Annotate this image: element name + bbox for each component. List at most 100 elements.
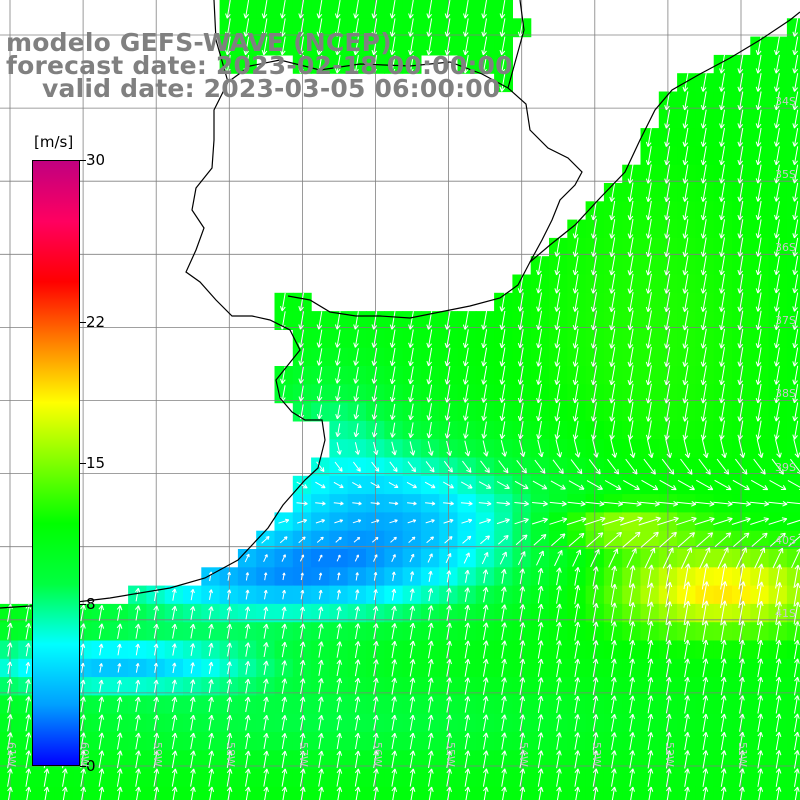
wind-arrow [517, 329, 524, 349]
wind-arrow [574, 658, 581, 677]
wind-arrow [774, 182, 780, 202]
wind-arrow [499, 421, 506, 440]
wind-arrow [775, 713, 782, 732]
wind-arrow [536, 255, 542, 276]
wind-arrow [336, 732, 342, 750]
wind-arrow [792, 347, 799, 367]
wind-arrow [774, 310, 780, 331]
wind-arrow [408, 311, 414, 330]
wind-arrow [444, 0, 451, 19]
wind-arrow [316, 404, 323, 420]
wind-arrow [720, 695, 727, 714]
wind-arrow [373, 768, 379, 787]
wind-arrow [756, 438, 764, 458]
wind-arrow [645, 182, 652, 203]
wind-arrow [572, 328, 579, 349]
wind-arrow [318, 641, 324, 658]
wind-arrow [519, 439, 526, 457]
wind-arrow [225, 36, 231, 56]
wind-arrow [775, 601, 782, 625]
wind-arrow [298, 348, 304, 366]
wind-arrow [774, 237, 780, 257]
wind-arrow [658, 500, 679, 507]
wind-arrow [682, 365, 689, 386]
wind-arrow [407, 501, 417, 506]
wind-arrow [389, 347, 396, 367]
wind-arrow [444, 18, 451, 37]
wind-arrow [297, 518, 308, 524]
wind-arrow [626, 548, 637, 569]
wind-arrow [281, 641, 288, 658]
colorbar-tick-label: 0 [86, 757, 96, 775]
wind-arrow [336, 641, 343, 658]
wind-arrow [334, 461, 343, 472]
wind-arrow [227, 589, 232, 600]
wind-arrow [501, 750, 507, 769]
wind-arrow [647, 713, 654, 732]
wind-arrow [574, 714, 580, 732]
wind-arrow [682, 383, 689, 404]
wind-cell [786, 494, 800, 513]
wind-arrow [409, 605, 416, 621]
wind-arrow [171, 732, 178, 750]
wind-arrow [373, 750, 379, 769]
wind-arrow [684, 639, 690, 660]
wind-arrow [427, 441, 434, 456]
wind-arrow [620, 516, 643, 526]
wind-arrow [700, 347, 707, 367]
wind-arrow [337, 572, 341, 581]
wind-arrow [171, 696, 178, 713]
wind-arrow [409, 441, 416, 456]
wind-arrow [464, 677, 471, 695]
wind-arrow [702, 786, 709, 800]
wind-arrow [554, 274, 561, 294]
wind-arrow [607, 458, 620, 475]
wind-arrow [428, 786, 434, 800]
wind-arrow [792, 219, 799, 239]
wind-arrow [793, 601, 800, 625]
wind-arrow [336, 623, 342, 640]
wind-arrow [755, 73, 762, 92]
wind-arrow [554, 328, 561, 349]
wind-arrow [500, 440, 507, 457]
wind-arrow [280, 0, 286, 19]
wind-arrow [318, 732, 324, 750]
wind-arrow [371, 519, 380, 524]
wind-arrow [153, 696, 159, 713]
wind-arrow [244, 660, 251, 675]
wind-arrow [700, 273, 707, 294]
wind-arrow [556, 768, 562, 787]
wind-arrow [677, 479, 695, 491]
wind-arrow [517, 365, 524, 385]
wind-arrow [98, 696, 105, 713]
wind-arrow [700, 200, 707, 221]
wind-arrow [336, 696, 342, 713]
wind-arrow [335, 385, 341, 402]
wind-arrow [647, 601, 654, 625]
wind-arrow [519, 568, 525, 585]
wind-arrow [315, 501, 326, 506]
wind-arrow [354, 714, 361, 731]
wind-arrow [574, 768, 581, 787]
wind-arrow [664, 420, 671, 440]
wind-arrow [501, 604, 507, 622]
wind-arrow [737, 237, 744, 257]
wind-arrow [117, 663, 122, 673]
wind-arrow [517, 384, 524, 404]
wind-arrow [446, 570, 452, 583]
latitude-label: 35S [775, 168, 796, 182]
wind-arrow [354, 442, 360, 455]
wind-arrow [755, 347, 762, 367]
wind-arrow [627, 219, 634, 239]
wind-arrow [755, 127, 762, 147]
wind-arrow [463, 0, 469, 19]
wind-arrow [682, 402, 689, 422]
wind-arrow [190, 732, 196, 750]
wind-arrow [611, 768, 617, 787]
wind-arrow [98, 750, 105, 769]
wind-arrow [588, 459, 601, 475]
wind-arrow [700, 127, 707, 147]
wind-arrow [391, 588, 397, 601]
wind-arrow [244, 696, 251, 713]
wind-arrow [664, 109, 671, 129]
